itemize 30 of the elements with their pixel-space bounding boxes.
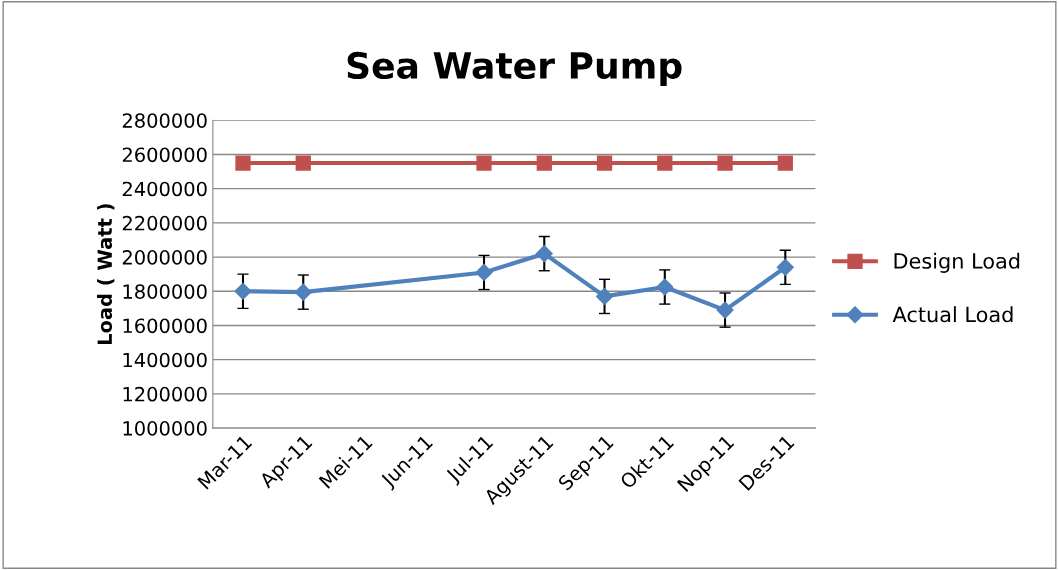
point	[717, 155, 733, 171]
y-tick-label: 1600000	[123, 318, 207, 334]
y-tick-label: 1000000	[123, 421, 207, 436]
y-tick-label: 2600000	[122, 147, 207, 163]
y-tick-label: 2200000	[122, 215, 207, 231]
point	[656, 278, 674, 296]
point	[536, 155, 552, 171]
point	[294, 283, 312, 301]
legend-label: Design Load	[894, 252, 1020, 273]
y-tick-label: 2000000	[122, 250, 207, 265]
point	[235, 155, 251, 171]
y-tick-label: 1800000	[123, 284, 207, 299]
chart-title: Sea Water Pump	[347, 51, 682, 87]
point	[476, 155, 492, 171]
point	[535, 245, 553, 263]
y-axis-title: Load ( Watt )	[97, 204, 115, 345]
point	[776, 258, 794, 276]
y-tick-label: 2800000	[122, 113, 207, 128]
point	[716, 301, 734, 319]
point	[234, 282, 252, 300]
point	[475, 263, 493, 282]
point	[657, 155, 673, 171]
point	[595, 287, 614, 305]
legend-label: Actual Load	[892, 306, 1013, 323]
y-tick-label: 1200000	[123, 386, 207, 402]
point	[295, 155, 311, 171]
y-tick-label: 1400000	[123, 352, 207, 368]
point	[596, 155, 613, 171]
point	[777, 155, 793, 171]
y-tick-label: 2400000	[122, 181, 207, 197]
